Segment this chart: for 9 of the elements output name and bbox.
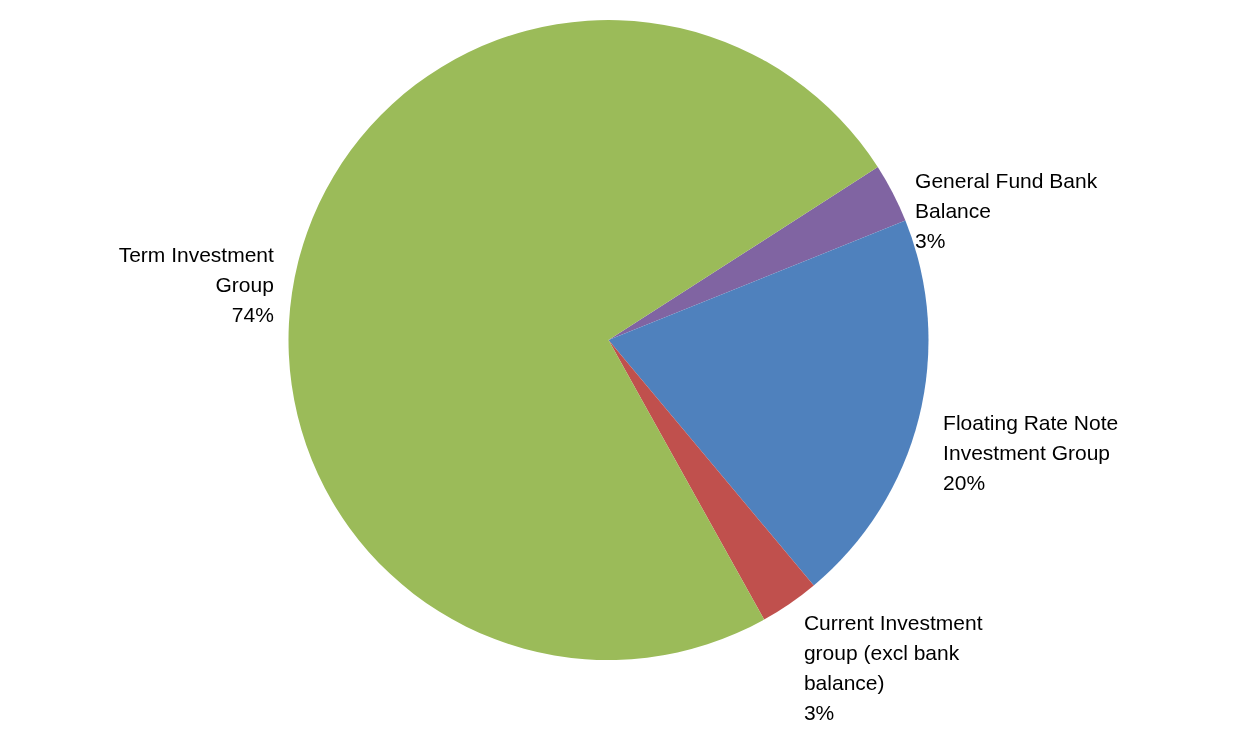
- data-label: 3%: [915, 228, 946, 252]
- slice-label: Term Investment Group: [118, 242, 275, 296]
- data-label: 74%: [231, 302, 274, 326]
- pie-slice: [608, 167, 906, 340]
- data-label: 20%: [943, 471, 986, 495]
- slice-label: Current Investment group (excl bank balance): [803, 611, 983, 695]
- slice-label: General Fund Bank Balance: [915, 168, 1098, 222]
- data-label: 3%: [803, 701, 835, 725]
- slice-label: Floating Rate Note Investment Group: [943, 411, 1119, 465]
